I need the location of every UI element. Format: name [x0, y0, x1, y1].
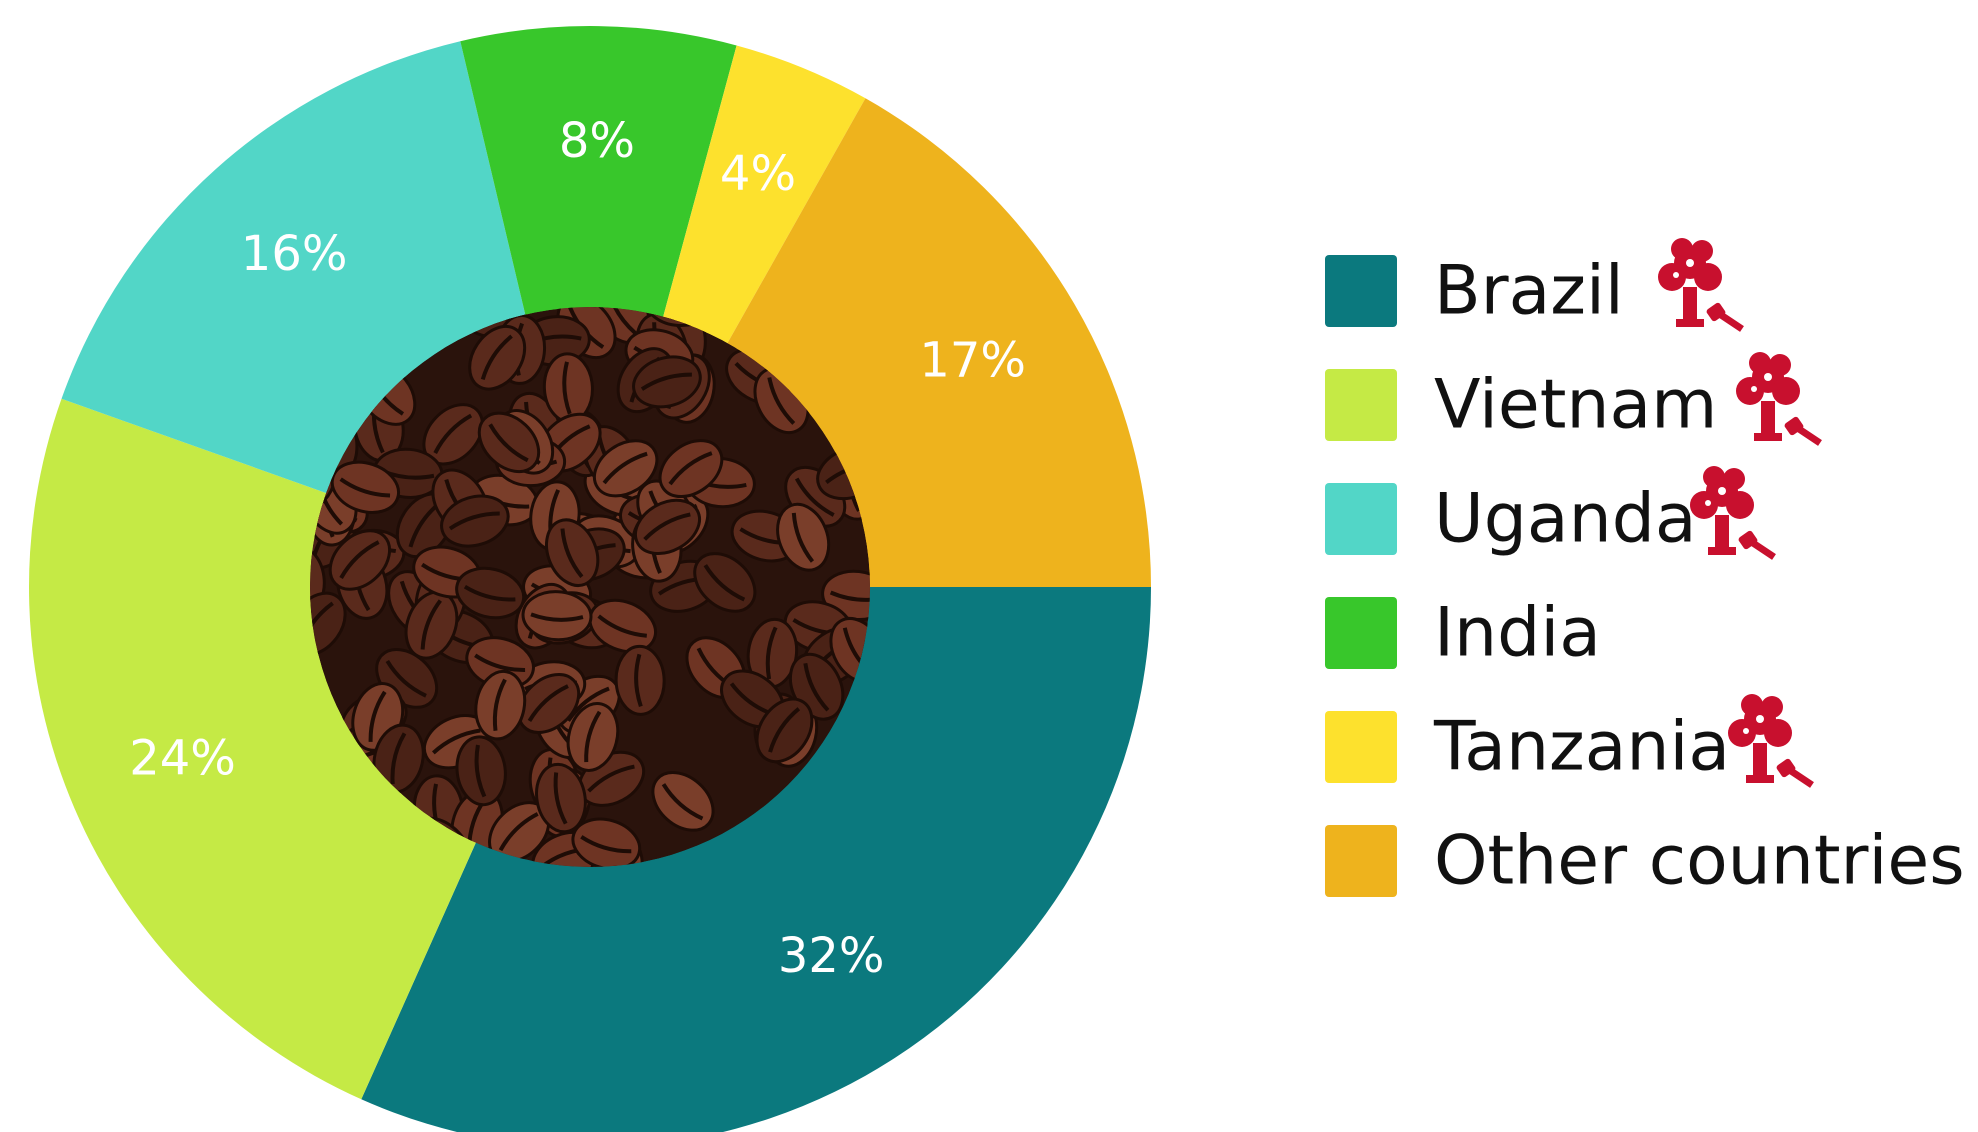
bean-crease [768, 707, 801, 753]
bean-crease [580, 835, 632, 854]
legend-swatch [1325, 483, 1397, 555]
slice-label: 16% [241, 226, 348, 282]
bean-crease [498, 812, 539, 852]
bean-crease [803, 663, 830, 712]
coffee-bean [566, 702, 620, 772]
bean-crease [474, 653, 526, 673]
coffee-bean [614, 644, 666, 716]
legend-label: Brazil [1434, 252, 1624, 331]
slice-label: 4% [720, 146, 796, 202]
coffee-bean [310, 591, 347, 657]
bean-crease [668, 451, 713, 486]
legend-label: Vietnam [1434, 366, 1717, 445]
bean-crease [597, 614, 647, 638]
coffee-bean [455, 566, 526, 620]
legend-swatch [1325, 597, 1397, 669]
bean-crease [640, 372, 692, 391]
bean-crease [530, 612, 584, 622]
bean-crease [634, 653, 643, 707]
legend-swatch [1325, 255, 1397, 327]
legend-swatch [1325, 369, 1397, 441]
bean-crease [553, 772, 568, 825]
coffee-bean [545, 518, 600, 587]
coffee-bean [535, 762, 587, 834]
legend-label: Tanzania [1433, 708, 1730, 787]
deforestation-icon [1658, 238, 1742, 329]
deforestation-icon [1690, 466, 1774, 557]
bean-crease [829, 590, 870, 602]
bean-crease [433, 413, 473, 454]
coffee-bean [330, 460, 401, 514]
legend-swatch [1325, 825, 1397, 897]
deforestation-icon [1736, 352, 1820, 443]
coffee-bean [455, 735, 507, 807]
bean-crease [390, 732, 407, 785]
slice [460, 26, 737, 588]
bean-crease [584, 710, 602, 763]
coffee-bean [632, 355, 702, 409]
bean-crease [606, 307, 637, 335]
bean-crease [527, 684, 569, 722]
slice-label: 17% [919, 332, 1026, 388]
bean-crease [791, 512, 815, 563]
bean-crease [431, 728, 481, 755]
bean-crease [492, 678, 507, 731]
bean-crease [420, 599, 442, 650]
slice-label: 32% [778, 928, 885, 984]
bean-crease [794, 477, 835, 517]
legend: Brazil Vietnam Uganda India Tanzania Other co… [1325, 252, 1965, 901]
bean-crease [560, 528, 584, 579]
coffee-bean [571, 817, 642, 867]
legend-label: Other countries [1434, 822, 1965, 901]
bean-crease [661, 783, 704, 821]
bean-crease [587, 764, 635, 793]
coffee-bean [634, 498, 701, 556]
legend-label: Uganda [1434, 480, 1697, 559]
bean-crease [463, 584, 516, 602]
bean-crease [474, 744, 487, 798]
bean-crease [602, 451, 648, 485]
bean-crease [562, 361, 572, 415]
bean-crease [767, 377, 796, 425]
bean-crease [448, 511, 500, 531]
coffee-bean [440, 494, 510, 548]
bean-crease [765, 626, 778, 680]
bean-crease [385, 659, 427, 698]
coffee-bean [776, 502, 831, 572]
bean-crease [339, 477, 391, 498]
slice-label: 8% [559, 113, 635, 169]
bean-crease [480, 334, 513, 380]
legend-label: India [1434, 594, 1601, 673]
deforestation-icon [1728, 694, 1812, 785]
coffee-bean [521, 590, 593, 642]
slice-labels: 32% 24% 16% 8% 4% 17% [129, 113, 1026, 984]
coffee-bean [829, 617, 870, 684]
bean-crease [310, 601, 334, 646]
bean-crease [703, 564, 746, 602]
bean-crease [488, 423, 529, 463]
bean-crease [368, 690, 387, 742]
bean-crease [339, 540, 380, 579]
legend-swatch [1325, 711, 1397, 783]
coffee-bean [474, 669, 527, 741]
slice-label: 24% [129, 730, 236, 786]
bean-crease [643, 512, 691, 541]
